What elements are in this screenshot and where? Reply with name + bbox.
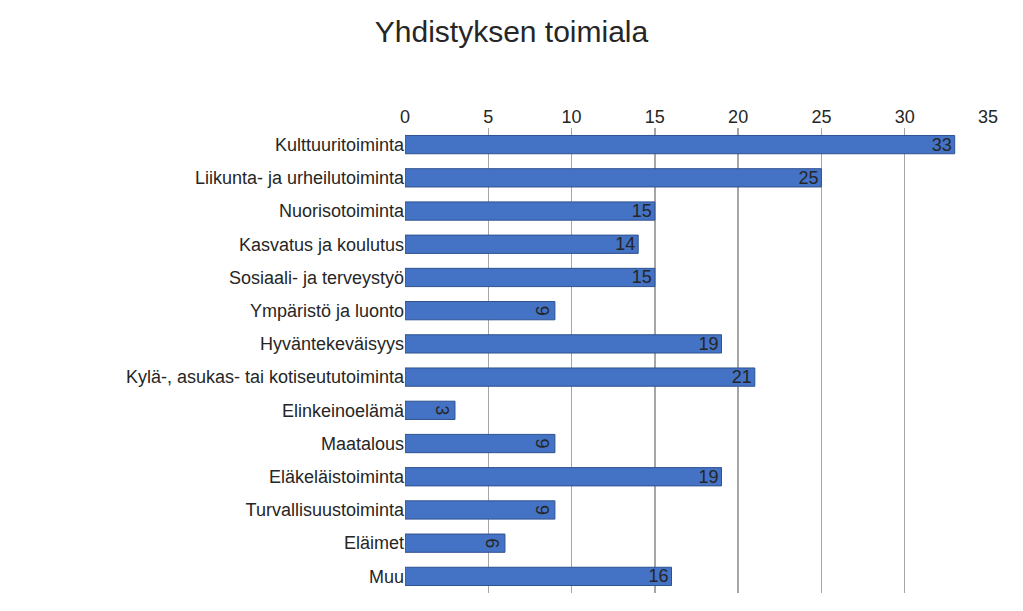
svg-text:25: 25	[798, 168, 818, 188]
svg-text:33: 33	[932, 135, 952, 155]
svg-text:Ympäristö ja luonto: Ympäristö ja luonto	[250, 301, 404, 321]
svg-text:9: 9	[532, 306, 552, 316]
svg-text:19: 19	[698, 334, 718, 354]
svg-text:Liikunta- ja urheilutoiminta: Liikunta- ja urheilutoiminta	[195, 168, 405, 188]
svg-text:Muu: Muu	[369, 567, 404, 587]
svg-text:Maatalous: Maatalous	[321, 434, 404, 454]
svg-text:Kulttuuritoiminta: Kulttuuritoiminta	[275, 135, 405, 155]
svg-text:Yhdistyksen toimiala: Yhdistyksen toimiala	[375, 15, 649, 48]
svg-text:Eläimet: Eläimet	[344, 533, 404, 553]
svg-text:19: 19	[698, 467, 718, 487]
svg-text:Nuorisotoiminta: Nuorisotoiminta	[279, 201, 405, 221]
svg-text:25: 25	[811, 107, 831, 127]
svg-text:Kasvatus ja koulutus: Kasvatus ja koulutus	[239, 235, 404, 255]
svg-text:10: 10	[562, 107, 582, 127]
svg-text:14: 14	[615, 234, 635, 254]
svg-text:9: 9	[532, 505, 552, 515]
svg-text:21: 21	[732, 367, 752, 387]
svg-text:9: 9	[532, 439, 552, 449]
svg-text:35: 35	[978, 107, 998, 127]
svg-text:30: 30	[895, 107, 915, 127]
svg-text:15: 15	[645, 107, 665, 127]
svg-text:Turvallisuustoiminta: Turvallisuustoiminta	[246, 500, 405, 520]
svg-text:20: 20	[728, 107, 748, 127]
svg-text:3: 3	[432, 405, 452, 415]
svg-text:15: 15	[632, 201, 652, 221]
svg-text:5: 5	[483, 107, 493, 127]
svg-text:15: 15	[632, 267, 652, 287]
svg-text:Kylä-, asukas- tai kotiseututo: Kylä-, asukas- tai kotiseututoiminta	[126, 367, 405, 387]
svg-text:16: 16	[648, 566, 668, 586]
svg-text:Sosiaali- ja terveystyö: Sosiaali- ja terveystyö	[229, 268, 404, 288]
svg-text:Eläkeläistoiminta: Eläkeläistoiminta	[269, 467, 405, 487]
svg-text:6: 6	[482, 538, 502, 548]
svg-text:Elinkeinoelämä: Elinkeinoelämä	[282, 401, 405, 421]
svg-text:0: 0	[400, 107, 410, 127]
svg-text:Hyväntekeväisyys: Hyväntekeväisyys	[260, 334, 404, 354]
